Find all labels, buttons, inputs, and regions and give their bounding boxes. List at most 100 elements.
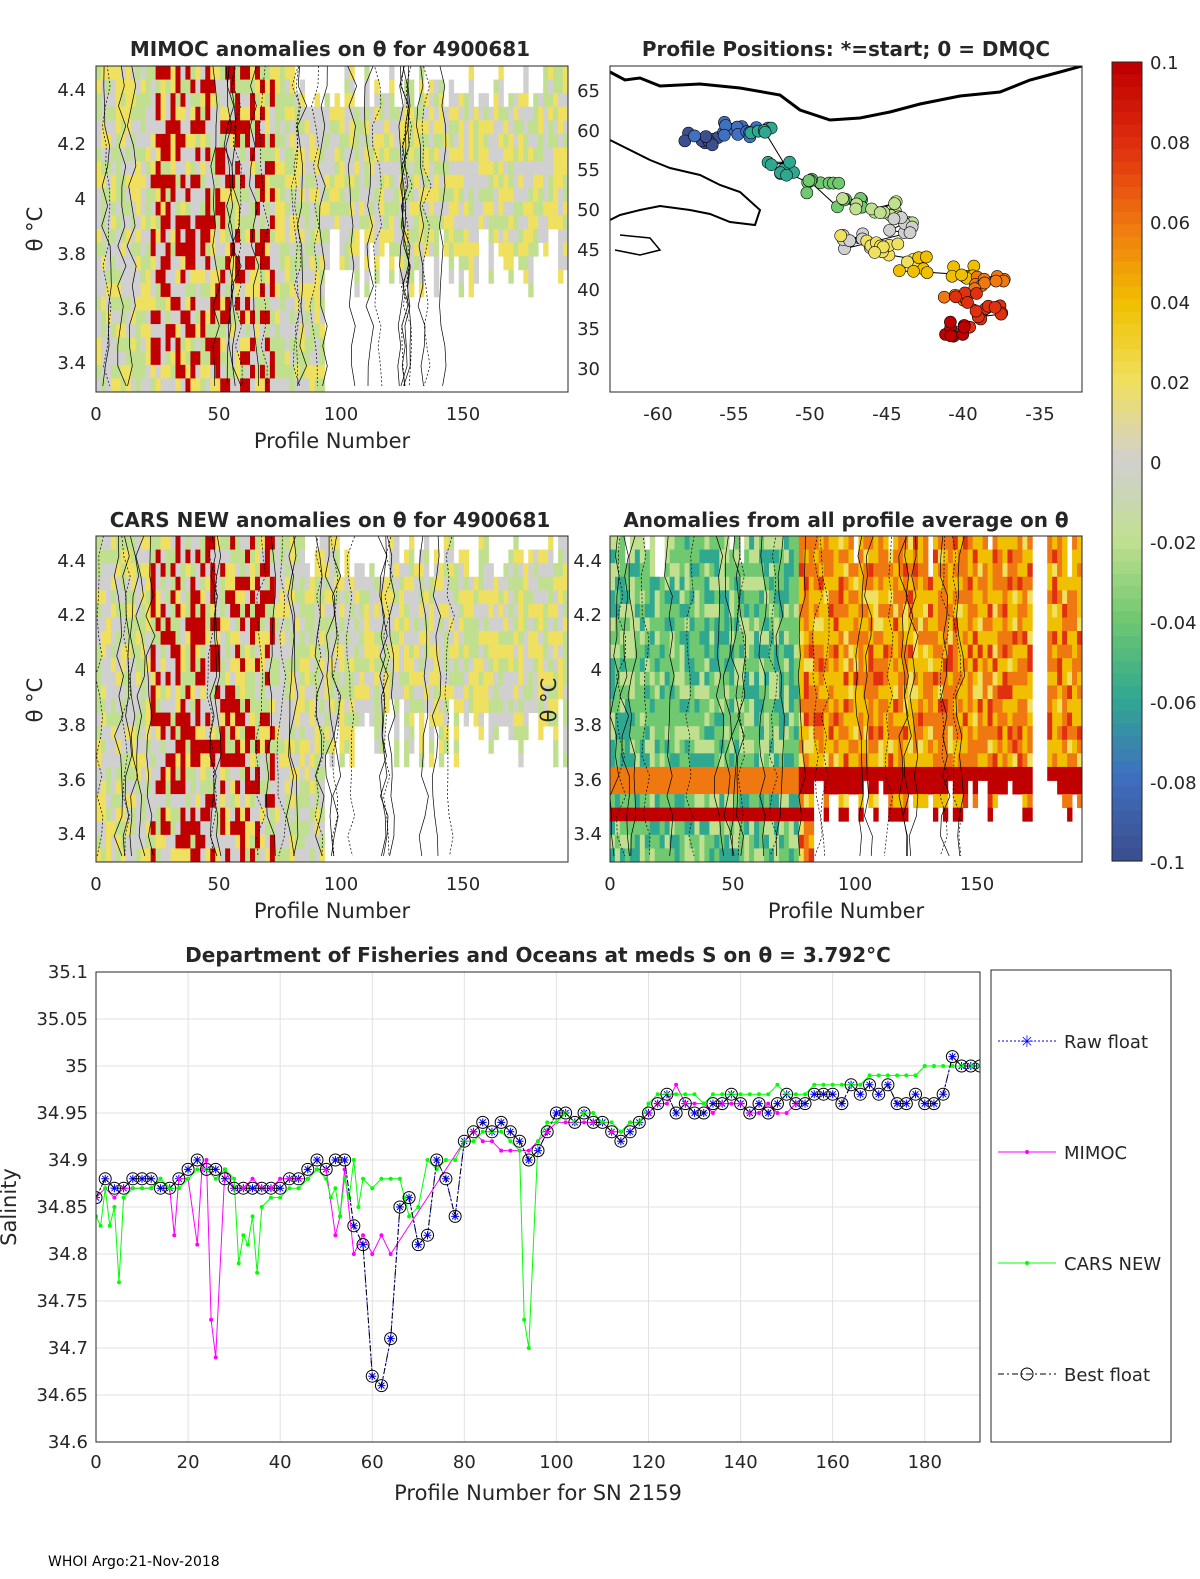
contour-line <box>418 536 429 857</box>
heatmap-cell <box>548 106 554 121</box>
heatmap-cell <box>389 215 395 230</box>
heatmap-cell <box>803 834 810 849</box>
heatmap-cell <box>689 807 695 822</box>
heatmap-cell <box>185 133 191 148</box>
cars-heatmap <box>96 536 568 862</box>
heatmap-cell <box>478 120 484 135</box>
heatmap-cell <box>468 617 474 632</box>
heatmap-cell <box>749 753 755 768</box>
heatmap-cell <box>269 106 276 121</box>
heatmap-cell <box>319 712 325 727</box>
heatmap-cell <box>220 671 226 686</box>
heatmap-cell <box>404 603 410 618</box>
heatmap-cell <box>180 726 186 741</box>
heatmap-cell <box>778 834 785 849</box>
heatmap-cell <box>190 807 196 822</box>
heatmap-cell <box>170 269 176 284</box>
contour-line <box>309 66 320 387</box>
heatmap-cell <box>309 617 316 632</box>
heatmap-cell <box>235 549 241 564</box>
heatmap-cell <box>759 576 765 591</box>
heatmap-cell <box>250 188 256 203</box>
heatmap-cell <box>714 753 720 768</box>
profile-position-dot <box>765 158 778 171</box>
heatmap-cell <box>488 563 494 578</box>
heatmap-cell <box>513 120 519 135</box>
profile-position-dot <box>868 246 881 259</box>
heatmap-cell <box>458 201 465 216</box>
heatmap-cell <box>409 739 415 754</box>
heatmap-cell <box>749 794 755 809</box>
colorbar-segment <box>1112 636 1142 650</box>
heatmap-cell <box>813 644 820 659</box>
heatmap-cell <box>195 79 201 94</box>
heatmap-cell <box>205 378 211 392</box>
heatmap-cell <box>563 147 568 162</box>
heatmap-cell <box>165 631 171 646</box>
heatmap-cell <box>508 133 514 148</box>
heatmap-cell <box>508 120 514 135</box>
heatmap-cell <box>344 147 350 162</box>
profile-position-dot <box>688 129 701 143</box>
heatmap-cell <box>155 378 161 392</box>
heatmap-cell <box>264 351 271 366</box>
heatmap-cell <box>518 161 524 176</box>
heatmap-cell <box>624 644 631 659</box>
heatmap-cell <box>848 726 854 741</box>
heatmap-cell <box>463 671 470 686</box>
heatmap-cell <box>259 766 266 781</box>
heatmap-cell <box>240 310 246 325</box>
heatmap-cell <box>744 644 750 659</box>
heatmap-cell <box>428 576 435 591</box>
heatmap-cell <box>433 283 440 298</box>
heatmap-cell <box>215 120 221 135</box>
heatmap-cell <box>190 780 196 795</box>
heatmap-cell <box>120 712 127 727</box>
heatmap-cell <box>115 671 122 686</box>
heatmap-cell <box>105 712 112 727</box>
heatmap-cell <box>195 563 201 578</box>
heatmap-cell <box>389 66 395 80</box>
heatmap-cell <box>96 79 102 94</box>
heatmap-cell <box>160 174 166 189</box>
heatmap-cell <box>225 283 231 298</box>
heatmap-cell <box>110 242 117 257</box>
heatmap-cell <box>294 324 301 339</box>
heatmap-cell <box>195 310 201 325</box>
heatmap-cell <box>264 685 271 700</box>
heatmap-cell <box>195 269 201 284</box>
heatmap-cell <box>709 712 715 727</box>
heatmap-cell <box>259 631 266 646</box>
heatmap-cell <box>294 780 301 795</box>
heatmap-cell <box>240 66 246 80</box>
heatmap-cell <box>299 188 306 203</box>
heatmap-cell <box>629 685 636 700</box>
heatmap-cell <box>369 161 375 176</box>
heatmap-cell <box>115 215 122 230</box>
heatmap-cell <box>674 834 680 849</box>
heatmap-cell <box>734 631 740 646</box>
heatmap-cell <box>145 147 152 162</box>
heatmap-cell <box>354 644 360 659</box>
heatmap-cell <box>344 201 350 216</box>
heatmap-cell <box>498 79 504 94</box>
heatmap-cell <box>729 603 735 618</box>
heatmap-cell <box>100 631 107 646</box>
heatmap-cell <box>563 699 568 713</box>
heatmap-cell <box>798 671 805 686</box>
heatmap-cell <box>463 617 470 632</box>
heatmap-cell <box>115 644 122 659</box>
heatmap-cell <box>145 79 152 94</box>
heatmap-cell <box>329 576 335 591</box>
heatmap-cell <box>359 644 365 659</box>
heatmap-cell <box>744 590 750 605</box>
heatmap-cell <box>818 766 825 781</box>
heatmap-cell <box>96 807 102 822</box>
heatmap-cell <box>125 161 132 176</box>
heatmap-cell <box>349 671 355 686</box>
heatmap-cell <box>498 685 504 700</box>
profile-position-dot <box>969 304 983 318</box>
heatmap-cell <box>798 712 805 727</box>
heatmap-cell <box>215 215 221 230</box>
heatmap-cell <box>734 644 740 659</box>
